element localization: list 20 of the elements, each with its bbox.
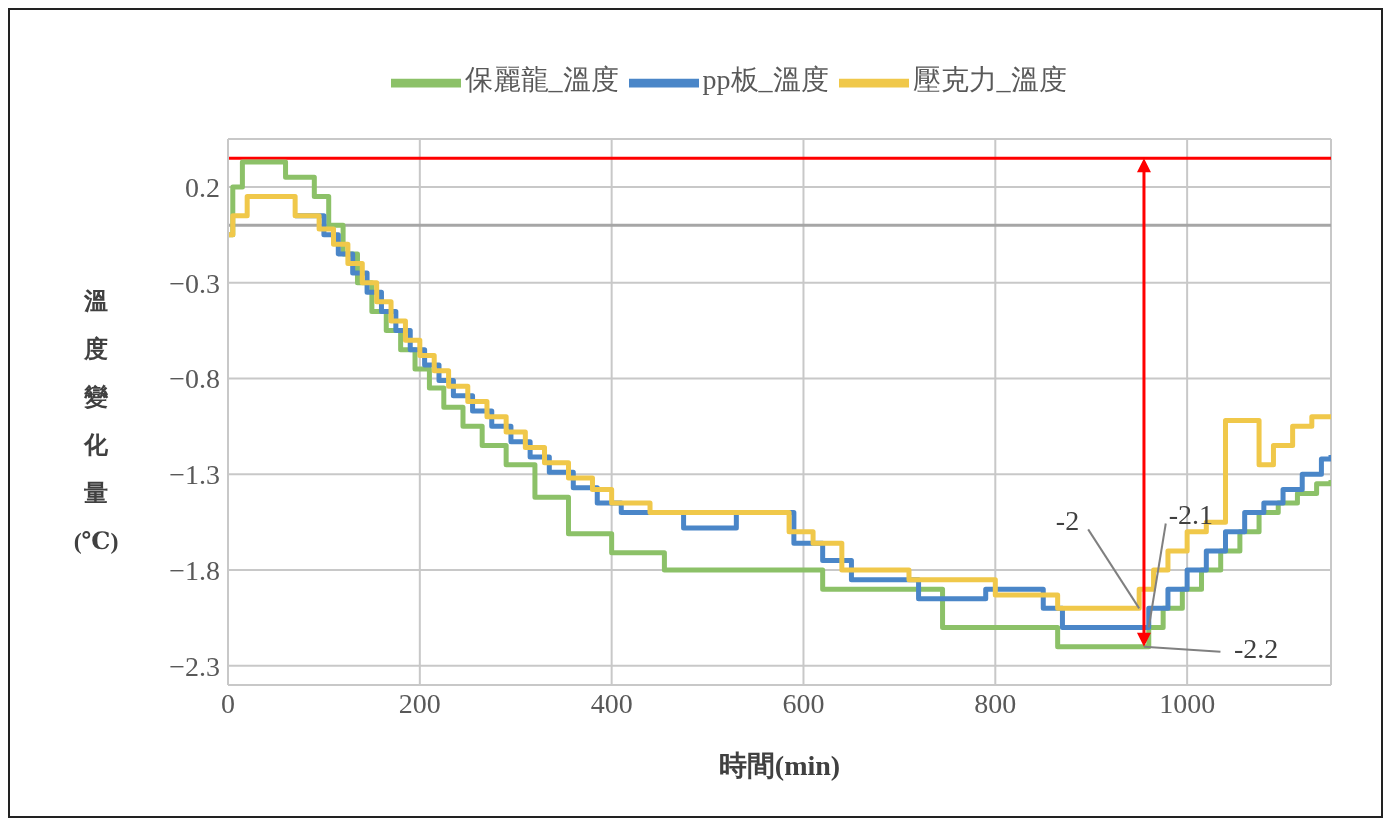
y-tick-label: −0.8 xyxy=(169,363,220,395)
legend-label: 保麗龍_溫度 xyxy=(464,64,619,96)
annotation: -2.1 xyxy=(1168,498,1214,530)
x-tick-label: 1000 xyxy=(1159,687,1216,719)
y-axis-title: 溫度變化量(℃) xyxy=(73,288,119,554)
x-tick-label: 800 xyxy=(974,687,1017,719)
y-tick-label: 0.2 xyxy=(185,171,220,203)
y-tick-label: −0.3 xyxy=(169,267,220,299)
y-tick-label: −2.3 xyxy=(169,650,220,682)
legend-label: pp板_溫度 xyxy=(702,64,829,96)
x-tick-label: 600 xyxy=(782,687,825,719)
x-tick-label: 200 xyxy=(398,687,441,719)
x-tick-label: 400 xyxy=(590,687,633,719)
y-tick-label: −1.3 xyxy=(169,459,220,491)
y-tick-label: −1.8 xyxy=(169,554,220,586)
x-axis-title: 時間(min) xyxy=(718,750,841,781)
x-tick-label: 0 xyxy=(221,687,235,719)
legend-label: 壓克力_溫度 xyxy=(912,64,1067,96)
annotation: -2.2 xyxy=(1233,633,1279,665)
annotation: -2 xyxy=(1055,504,1080,536)
